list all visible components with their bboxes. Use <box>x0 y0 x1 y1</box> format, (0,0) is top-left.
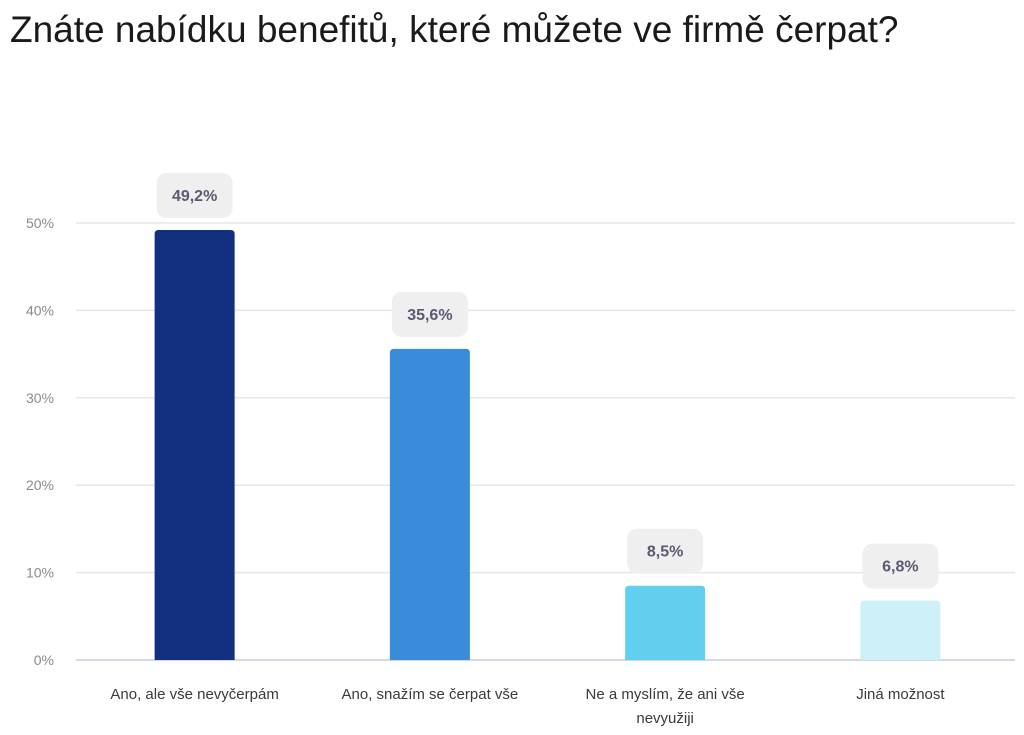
y-tick-label: 10% <box>26 565 54 581</box>
bar <box>625 585 706 660</box>
y-tick-label: 50% <box>26 215 54 231</box>
x-category-label: Ano, ale vše nevyčerpám <box>110 686 278 703</box>
chart-title: Znáte nabídku benefitů, které můžete ve … <box>10 9 899 50</box>
x-category-label: Ano, snažím se čerpat vše <box>342 686 519 703</box>
data-label-pill <box>627 528 704 574</box>
data-label: 35,6% <box>407 307 452 324</box>
data-label-pill <box>391 291 468 337</box>
data-label-pill <box>862 543 939 589</box>
bar <box>860 600 941 660</box>
x-category-label: Jiná možnost <box>856 686 945 703</box>
data-label: 8,5% <box>647 544 683 561</box>
x-category-label: Ne a myslím, že ani vše <box>586 686 745 703</box>
x-category-label: nevyužiji <box>636 710 694 727</box>
bar <box>389 348 470 660</box>
data-label-pill <box>156 172 233 218</box>
y-tick-label: 40% <box>26 302 54 318</box>
bar <box>154 229 235 660</box>
data-label: 49,2% <box>172 188 217 205</box>
data-label: 6,8% <box>882 559 918 576</box>
y-tick-label: 20% <box>26 477 54 493</box>
y-tick-label: 30% <box>26 390 54 406</box>
y-tick-label: 0% <box>34 652 54 668</box>
